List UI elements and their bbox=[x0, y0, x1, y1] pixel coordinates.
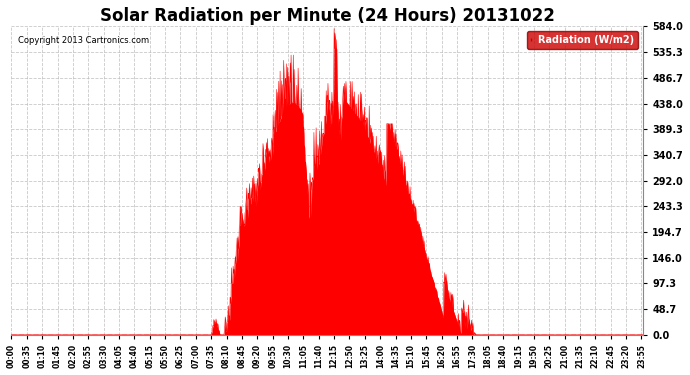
Legend: Radiation (W/m2): Radiation (W/m2) bbox=[526, 32, 638, 49]
Text: Copyright 2013 Cartronics.com: Copyright 2013 Cartronics.com bbox=[18, 36, 149, 45]
Title: Solar Radiation per Minute (24 Hours) 20131022: Solar Radiation per Minute (24 Hours) 20… bbox=[100, 7, 555, 25]
